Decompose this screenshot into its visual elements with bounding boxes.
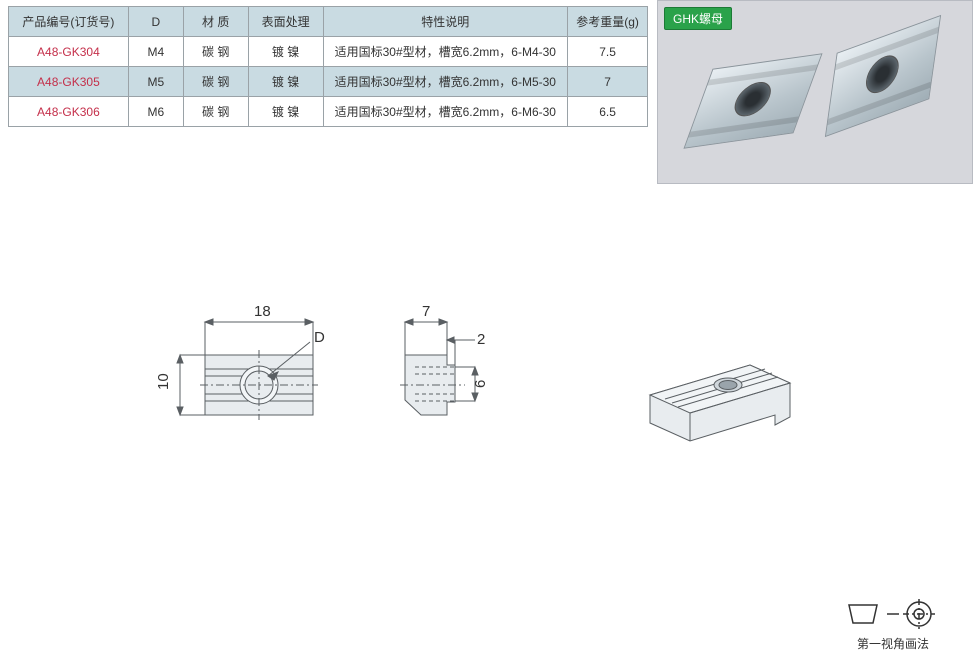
- cell-d: M4: [128, 37, 183, 67]
- cell-wt: 6.5: [568, 97, 648, 127]
- cell-d: M6: [128, 97, 183, 127]
- projection-symbol: 第一视角画法: [843, 597, 943, 652]
- nut-photo-2: [821, 25, 945, 126]
- dim-2: 2: [477, 331, 485, 348]
- cell-d: M5: [128, 67, 183, 97]
- cell-mat: 碳 钢: [183, 97, 248, 127]
- first-angle-icon: [843, 597, 943, 631]
- cell-wt: 7: [568, 67, 648, 97]
- dim-6: 6: [472, 380, 489, 388]
- cell-desc: 适用国标30#型材，槽宽6.2mm，6-M6-30: [323, 97, 568, 127]
- th-pn: 产品编号(订货号): [9, 7, 129, 37]
- dim-7: 7: [422, 303, 430, 320]
- cell-surf: 镀 镍: [248, 37, 323, 67]
- cell-desc: 适用国标30#型材，槽宽6.2mm，6-M5-30: [323, 67, 568, 97]
- side-view: 7 2 6: [375, 300, 525, 470]
- cell-desc: 适用国标30#型材，槽宽6.2mm，6-M4-30: [323, 37, 568, 67]
- product-badge: GHK螺母: [664, 7, 732, 30]
- cell-surf: 镀 镍: [248, 67, 323, 97]
- th-surf: 表面处理: [248, 7, 323, 37]
- table: 产品编号(订货号) D 材 质 表面处理 特性说明 参考重量(g) A48-GK…: [8, 6, 648, 127]
- th-wt: 参考重量(g): [568, 7, 648, 37]
- product-image-box: GHK螺母: [657, 0, 973, 184]
- table-row: A48-GK304 M4 碳 钢 镀 镍 适用国标30#型材，槽宽6.2mm，6…: [9, 37, 648, 67]
- cell-mat: 碳 钢: [183, 67, 248, 97]
- cell-pn: A48-GK305: [9, 67, 129, 97]
- dim-height: 10: [155, 373, 172, 390]
- front-view: 18 10 D: [150, 300, 350, 470]
- label-d: D: [314, 329, 325, 346]
- spec-table: 产品编号(订货号) D 材 质 表面处理 特性说明 参考重量(g) A48-GK…: [8, 6, 648, 127]
- projection-label: 第一视角画法: [843, 635, 943, 652]
- cell-mat: 碳 钢: [183, 37, 248, 67]
- dim-width: 18: [254, 303, 271, 320]
- th-mat: 材 质: [183, 7, 248, 37]
- cell-pn: A48-GK306: [9, 97, 129, 127]
- iso-view: [620, 325, 820, 465]
- th-desc: 特性说明: [323, 7, 568, 37]
- table-row: A48-GK305 M5 碳 钢 镀 镍 适用国标30#型材，槽宽6.2mm，6…: [9, 67, 648, 97]
- cell-surf: 镀 镍: [248, 97, 323, 127]
- cell-wt: 7.5: [568, 37, 648, 67]
- nut-photo-1: [698, 61, 808, 141]
- th-d: D: [128, 7, 183, 37]
- technical-drawings: 18 10 D: [150, 300, 850, 500]
- cell-pn: A48-GK304: [9, 37, 129, 67]
- table-row: A48-GK306 M6 碳 钢 镀 镍 适用国标30#型材，槽宽6.2mm，6…: [9, 97, 648, 127]
